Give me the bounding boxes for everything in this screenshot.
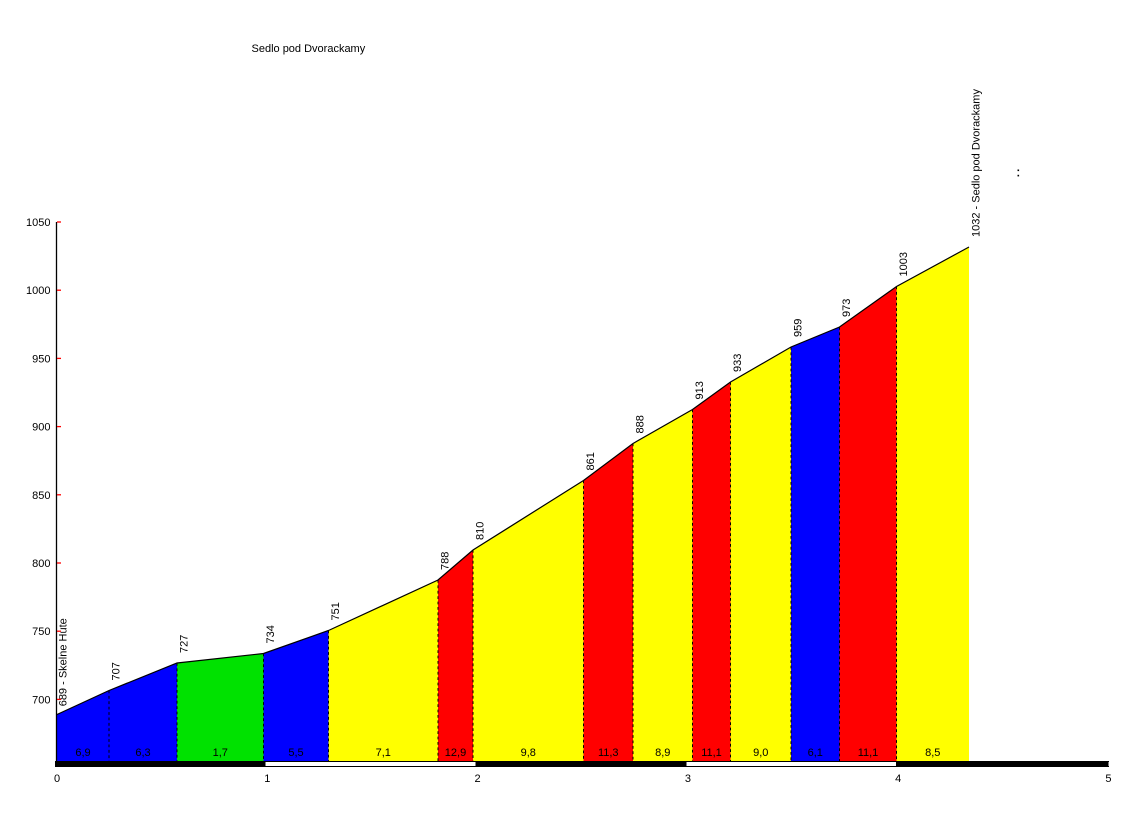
svg-text:5: 5 (1105, 773, 1111, 785)
svg-text:7,1: 7,1 (376, 747, 391, 759)
svg-text:11,1: 11,1 (701, 747, 722, 759)
svg-text:689 - Skelne Hute: 689 - Skelne Hute (58, 618, 70, 706)
svg-text:707: 707 (111, 662, 123, 680)
svg-text:4: 4 (895, 773, 901, 785)
svg-text:900: 900 (32, 422, 50, 434)
svg-text:3: 3 (685, 773, 691, 785)
svg-text:1: 1 (264, 773, 270, 785)
svg-text:11,1: 11,1 (858, 747, 879, 759)
svg-text:2: 2 (475, 773, 481, 785)
svg-text:1032 - Sedlo pod Dvorackamy: 1032 - Sedlo pod Dvorackamy (971, 89, 983, 237)
svg-text:8,9: 8,9 (655, 747, 670, 759)
svg-text:810: 810 (475, 522, 487, 540)
svg-text:788: 788 (440, 552, 452, 570)
svg-text:Sedlo pod Dvorackamy: Sedlo pod Dvorackamy (252, 43, 366, 55)
svg-text:750: 750 (32, 626, 50, 638)
svg-text:933: 933 (732, 354, 744, 372)
svg-text:9,0: 9,0 (753, 747, 768, 759)
svg-text:11,3: 11,3 (598, 747, 619, 759)
svg-text:0: 0 (54, 773, 60, 785)
svg-text:6,1: 6,1 (808, 747, 823, 759)
svg-text:6,3: 6,3 (135, 747, 150, 759)
svg-text:6,9: 6,9 (75, 747, 90, 759)
svg-text:1003: 1003 (898, 252, 910, 276)
svg-text:751: 751 (330, 602, 342, 620)
svg-text:973: 973 (841, 299, 853, 317)
svg-text:734: 734 (265, 625, 277, 643)
svg-text:913: 913 (694, 381, 706, 399)
svg-text:800: 800 (32, 558, 50, 570)
svg-text:1050: 1050 (26, 217, 50, 229)
svg-text:8,5: 8,5 (925, 747, 940, 759)
svg-text:959: 959 (793, 319, 805, 337)
svg-text:1,7: 1,7 (213, 747, 228, 759)
svg-text:950: 950 (32, 353, 50, 365)
svg-text:12,9: 12,9 (445, 747, 466, 759)
svg-text:888: 888 (635, 415, 647, 433)
svg-text:700: 700 (32, 694, 50, 706)
svg-text:1000: 1000 (26, 285, 50, 297)
svg-text:9,8: 9,8 (521, 747, 536, 759)
svg-text:861: 861 (585, 452, 597, 470)
svg-text:5,5: 5,5 (288, 747, 303, 759)
svg-text:850: 850 (32, 490, 50, 502)
svg-text:727: 727 (179, 635, 191, 653)
